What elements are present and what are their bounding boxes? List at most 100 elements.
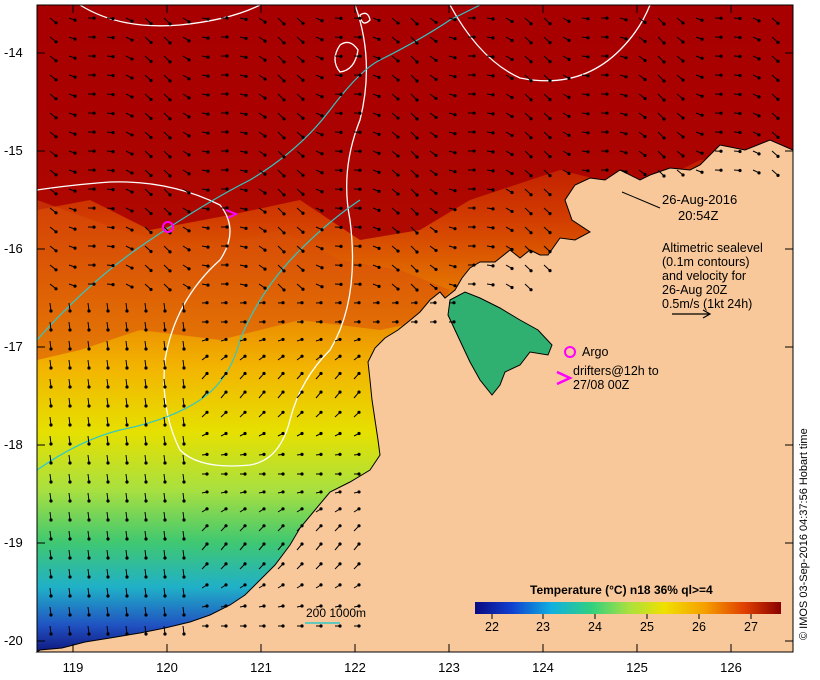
velocity-arrow-head bbox=[434, 58, 438, 63]
velocity-arrow-head bbox=[225, 263, 229, 267]
velocity-arrow-head bbox=[320, 228, 324, 232]
velocity-arrow-head bbox=[301, 287, 305, 291]
velocity-arrow-head bbox=[662, 22, 666, 26]
colorbar-title: Temperature (°C) n18 36% ql>=4 bbox=[530, 583, 713, 597]
velocity-arrow-head bbox=[54, 154, 58, 158]
velocity-arrow-head bbox=[182, 480, 186, 484]
velocity-arrow-head bbox=[182, 537, 186, 541]
velocity-arrow-head bbox=[262, 562, 266, 566]
velocity-arrow-head bbox=[92, 168, 96, 172]
velocity-arrow-head bbox=[624, 94, 628, 98]
velocity-arrow-head bbox=[130, 190, 134, 194]
velocity-arrow-head bbox=[205, 354, 209, 358]
y-tick-label: -18 bbox=[4, 437, 23, 452]
velocity-arrow-head bbox=[149, 230, 153, 235]
velocity-arrow-head bbox=[339, 130, 343, 135]
velocity-arrow-head bbox=[54, 173, 58, 177]
velocity-arrow-head bbox=[548, 41, 552, 45]
velocity-arrow-head bbox=[92, 92, 96, 96]
velocity-arrow-head bbox=[182, 385, 186, 389]
velocity-arrow-head bbox=[49, 499, 53, 503]
velocity-arrow-head bbox=[415, 79, 419, 83]
velocity-arrow-head bbox=[106, 537, 110, 541]
velocity-arrow-head bbox=[358, 206, 362, 210]
velocity-arrow-head bbox=[320, 133, 324, 137]
velocity-arrow-head bbox=[357, 410, 361, 414]
velocity-arrow-head bbox=[187, 172, 191, 176]
velocity-arrow-head bbox=[225, 206, 229, 210]
velocity-arrow-head bbox=[358, 263, 362, 267]
y-tick-label: -20 bbox=[4, 633, 23, 648]
velocity-arrow-head bbox=[111, 149, 115, 154]
velocity-arrow-head bbox=[624, 170, 628, 174]
velocity-arrow-head bbox=[73, 189, 77, 193]
velocity-arrow-head bbox=[87, 613, 91, 617]
velocity-arrow-head bbox=[624, 37, 628, 41]
velocity-arrow-head bbox=[338, 337, 342, 342]
velocity-arrow-head bbox=[182, 442, 186, 446]
velocity-arrow-head bbox=[281, 390, 285, 394]
velocity-arrow-head bbox=[163, 404, 167, 408]
velocity-arrow-head bbox=[358, 244, 362, 248]
velocity-arrow-head bbox=[510, 57, 514, 62]
velocity-arrow-head bbox=[472, 92, 476, 96]
velocity-arrow-head bbox=[338, 490, 342, 494]
velocity-arrow-head bbox=[377, 208, 381, 213]
velocity-arrow-head bbox=[68, 461, 72, 465]
velocity-arrow-head bbox=[320, 190, 324, 194]
velocity-arrow-head bbox=[567, 152, 571, 156]
velocity-arrow-head bbox=[205, 390, 209, 394]
velocity-arrow-head bbox=[49, 366, 53, 370]
velocity-arrow-head bbox=[529, 60, 533, 64]
velocity-arrow-head bbox=[357, 562, 361, 566]
velocity-arrow-head bbox=[168, 174, 172, 178]
altimetry-line: 0.5m/s (1kt 24h) bbox=[662, 297, 753, 311]
velocity-arrow-head bbox=[319, 390, 323, 394]
velocity-arrow-head bbox=[510, 209, 514, 214]
velocity-arrow-head bbox=[168, 117, 172, 121]
velocity-arrow-head bbox=[68, 385, 72, 389]
velocity-arrow-head bbox=[567, 76, 571, 80]
velocity-arrow-head bbox=[415, 155, 419, 159]
velocity-arrow-head bbox=[125, 480, 129, 484]
velocity-arrow-head bbox=[224, 390, 228, 394]
velocity-arrow-head bbox=[662, 79, 666, 83]
velocity-arrow-head bbox=[73, 18, 77, 22]
velocity-arrow-head bbox=[244, 55, 248, 59]
velocity-arrow-head bbox=[54, 192, 58, 196]
velocity-arrow-head bbox=[681, 97, 685, 101]
velocity-arrow-head bbox=[319, 320, 323, 324]
velocity-arrow-head bbox=[776, 135, 780, 139]
velocity-arrow-head bbox=[548, 117, 552, 121]
velocity-arrow-head bbox=[453, 151, 457, 155]
velocity-arrow-head bbox=[263, 172, 267, 176]
velocity-arrow-head bbox=[338, 431, 342, 436]
velocity-arrow-head bbox=[125, 328, 129, 332]
velocity-arrow-head bbox=[415, 269, 419, 273]
velocity-arrow-head bbox=[206, 93, 210, 97]
velocity-arrow-head bbox=[510, 266, 514, 271]
velocity-arrow-head bbox=[339, 282, 343, 287]
velocity-arrow-head bbox=[168, 212, 172, 216]
velocity-arrow-head bbox=[377, 94, 381, 99]
velocity-arrow-head bbox=[320, 266, 324, 270]
velocity-arrow-head bbox=[300, 624, 304, 628]
velocity-arrow-head bbox=[357, 507, 361, 511]
velocity-arrow-head bbox=[73, 56, 77, 60]
velocity-arrow-head bbox=[130, 228, 134, 232]
velocity-arrow-head bbox=[338, 390, 342, 394]
velocity-arrow-head bbox=[453, 56, 457, 60]
velocity-arrow-head bbox=[529, 117, 533, 121]
velocity-arrow-head bbox=[49, 423, 53, 427]
drifters-line: 27/08 00Z bbox=[573, 378, 630, 392]
velocity-arrow-head bbox=[92, 16, 96, 20]
velocity-arrow-head bbox=[225, 168, 229, 172]
velocity-arrow-head bbox=[357, 472, 361, 476]
velocity-arrow-head bbox=[338, 524, 342, 528]
velocity-arrow-head bbox=[68, 537, 72, 541]
velocity-arrow-head bbox=[738, 54, 742, 59]
velocity-arrow-head bbox=[68, 328, 72, 332]
velocity-arrow-head bbox=[681, 40, 685, 44]
velocity-arrow-head bbox=[396, 192, 400, 196]
velocity-arrow-head bbox=[339, 168, 343, 173]
